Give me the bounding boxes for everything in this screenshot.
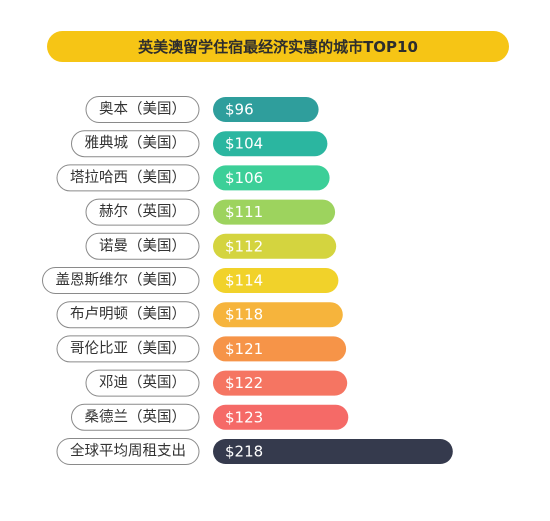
category-label: 奥本（美国） — [99, 101, 186, 118]
bar — [213, 131, 328, 157]
category-pill — [85, 369, 200, 397]
bar — [213, 199, 336, 225]
category-label: 桑德兰（英国） — [85, 407, 187, 425]
bar — [213, 233, 337, 259]
value-label: $122 — [225, 374, 263, 392]
value-label: $96 — [225, 101, 254, 119]
value-label: $218 — [225, 443, 263, 461]
bar — [213, 370, 348, 396]
value-label: $104 — [225, 135, 263, 153]
category-pill — [71, 403, 200, 431]
category-pill — [71, 130, 200, 158]
chart-title: 英美澳留学住宿最经济实惠的城市TOP10 — [138, 38, 418, 56]
category-pill — [85, 232, 200, 260]
category-label: 邓迪（英国） — [99, 373, 186, 391]
category-label: 塔拉哈西（美国） — [70, 169, 186, 186]
category-pill — [56, 335, 200, 363]
category-pill — [42, 267, 200, 294]
value-label: $118 — [225, 306, 263, 324]
category-pill — [85, 96, 200, 123]
category-pill — [56, 438, 200, 465]
bar — [213, 439, 453, 464]
value-label: $111 — [225, 203, 263, 221]
value-label: $123 — [225, 408, 263, 426]
title-banner: 英美澳留学住宿最经济实惠的城市TOP10 — [47, 31, 509, 62]
bar — [213, 97, 319, 122]
category-label: 哥伦比亚（美国） — [70, 340, 186, 357]
value-label: $112 — [225, 237, 263, 255]
category-label: 雅典城（美国） — [85, 135, 187, 152]
category-label: 诺曼（美国） — [99, 237, 186, 254]
value-label: $114 — [225, 272, 263, 290]
bar — [213, 404, 349, 430]
bar — [213, 302, 343, 328]
category-pill — [56, 164, 200, 192]
bar — [213, 165, 330, 191]
category-label: 赫尔（英国） — [99, 202, 186, 220]
bar — [213, 268, 339, 293]
category-label: 全球平均周租支出 — [70, 442, 186, 460]
category-label: 盖恩斯维尔（美国） — [56, 272, 187, 289]
value-label: $106 — [225, 169, 263, 187]
bar — [213, 336, 347, 362]
category-pill — [85, 198, 200, 226]
value-label: $121 — [225, 340, 263, 358]
category-label: 布卢明顿（美国） — [70, 306, 186, 323]
category-pill — [56, 301, 200, 329]
